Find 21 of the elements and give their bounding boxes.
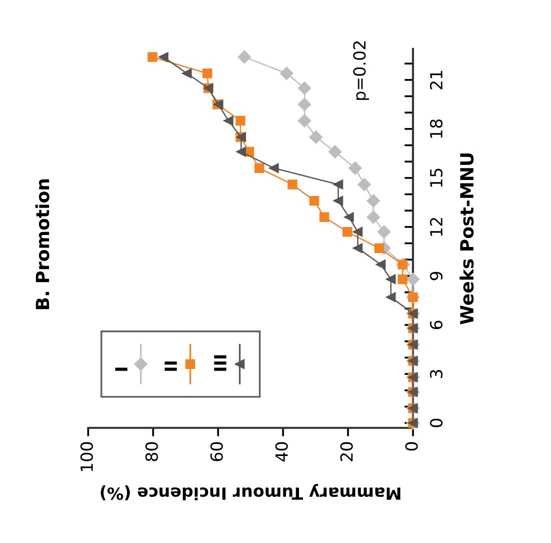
x-tick-label: 60 [210, 442, 223, 462]
legend-label: II [164, 361, 177, 371]
x-tick-label: 80 [145, 442, 158, 462]
x-tick-label: 0 [405, 442, 418, 451]
y-tick-label: 3 [430, 370, 443, 378]
y-tick-label: 12 [430, 218, 442, 236]
x-axis-title: Mammary Tumour Incidence (%) [100, 484, 400, 500]
legend-label: III [214, 355, 226, 371]
y-tick-label: 0 [430, 418, 443, 428]
y-tick-label: 21 [430, 70, 442, 90]
legend-label: I [115, 368, 128, 371]
y-axis-title: Weeks Post-MNU [460, 154, 474, 324]
x-tick-label: 40 [275, 442, 288, 462]
x-tick-label: 20 [340, 442, 353, 462]
x-tick-label: 100 [80, 442, 93, 472]
text: B. Promotion [35, 179, 50, 310]
y-tick-label: 6 [430, 320, 443, 330]
y-tick-label: 15 [430, 168, 443, 187]
y-tick-label: 9 [430, 272, 443, 280]
y-tick-label: 18 [430, 119, 443, 138]
annotation: p=0.02 [353, 41, 369, 100]
